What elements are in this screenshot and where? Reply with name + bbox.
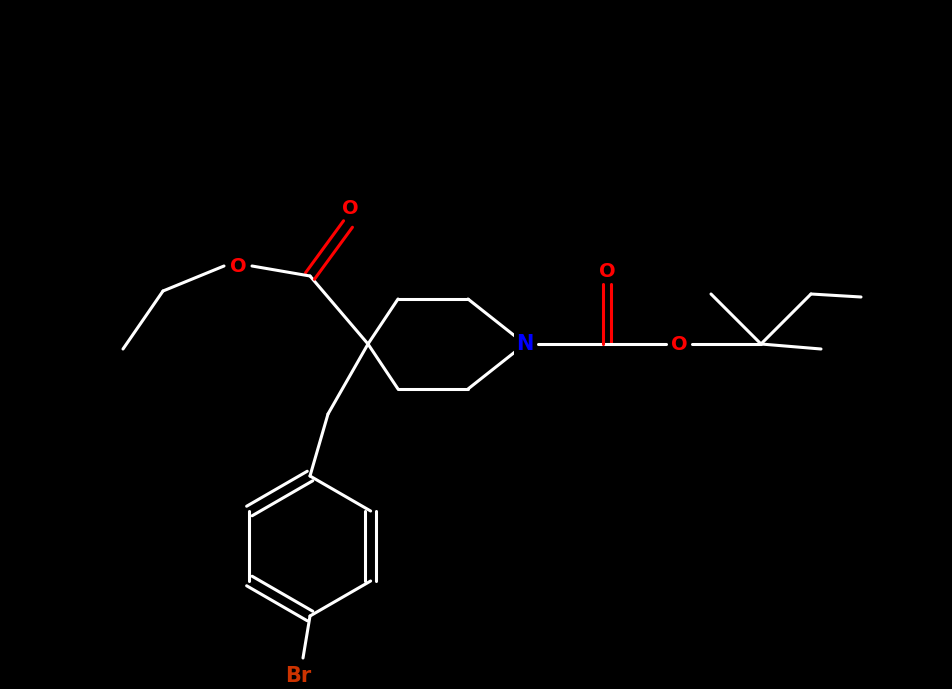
Text: O: O — [229, 256, 247, 276]
Text: O: O — [342, 198, 358, 218]
Text: Br: Br — [285, 666, 311, 686]
Text: O: O — [599, 262, 615, 280]
Text: N: N — [516, 334, 534, 354]
Text: O: O — [671, 334, 687, 353]
